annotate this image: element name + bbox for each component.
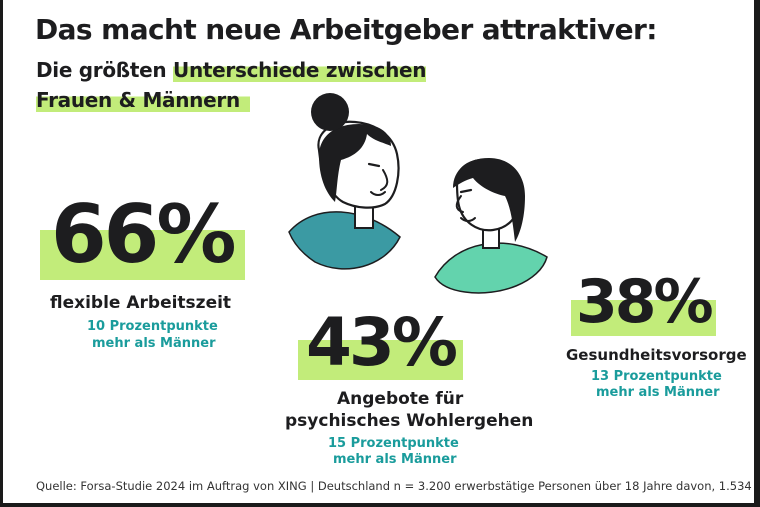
stat-66-highlight	[40, 230, 245, 280]
stat-66-value: 66%	[51, 188, 236, 281]
subtitle-part-2: Unterschiede zwischen	[173, 58, 427, 82]
stat-38-value: 38%	[576, 267, 714, 337]
subtitle-line-2-text: Frauen & Männern	[36, 88, 250, 112]
stat-43-value: 43%	[306, 304, 458, 381]
stat-66-label: flexible Arbeitszeit	[50, 293, 232, 313]
stat-38-note-2: mehr als Männer	[596, 385, 720, 400]
page-title: Das macht neue Arbeitgeber attraktiver:	[35, 13, 657, 46]
woman-illustration	[288, 93, 401, 270]
stat-43-note-2: mehr als Männer	[333, 452, 457, 467]
subtitle-line-1: Die größten Unterschiede zwischen	[36, 58, 427, 82]
subtitle-line-2: Frauen & Männern	[36, 88, 250, 112]
stat-43-label-1: Angebote für	[337, 389, 464, 409]
subtitle-part-1: Die größten	[36, 58, 174, 82]
stat-43-label-2: psychisches Wohlergehen	[285, 411, 534, 431]
stat-38-note-1: 13 Prozentpunkte	[591, 369, 722, 384]
source-note: Quelle: Forsa-Studie 2024 im Auftrag von…	[36, 479, 754, 493]
infographic-card: Das macht neue Arbeitgeber attraktiver: …	[3, 0, 754, 503]
stat-43-highlight	[298, 340, 463, 380]
stat-66-note-2: mehr als Männer	[92, 336, 216, 351]
man-illustration	[434, 158, 548, 294]
stat-38-highlight	[571, 300, 716, 336]
stat-43-note-1: 15 Prozentpunkte	[328, 436, 459, 451]
stat-66-note-1: 10 Prozentpunkte	[87, 319, 218, 334]
people-illustration	[288, 93, 548, 294]
stat-38-label: Gesundheitsvorsorge	[566, 346, 747, 364]
